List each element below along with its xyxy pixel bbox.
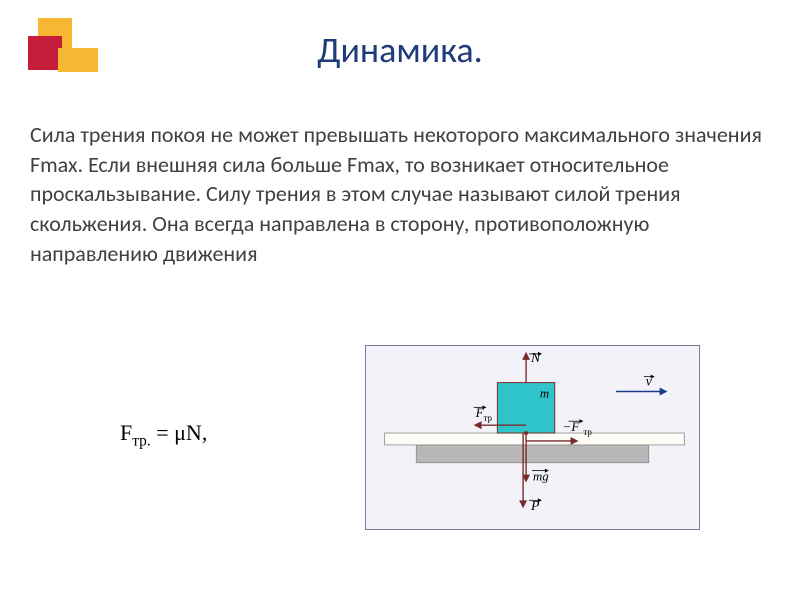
diagram-svg: m N v F тр −F тр	[366, 346, 699, 529]
svg-text:N: N	[530, 350, 541, 365]
friction-formula: Fтр. = μN,	[120, 420, 207, 450]
svg-text:тр: тр	[484, 413, 493, 423]
svg-text:F: F	[475, 406, 484, 420]
svg-text:m: m	[540, 386, 549, 400]
friction-diagram: m N v F тр −F тр	[365, 345, 700, 530]
svg-text:тр: тр	[583, 427, 592, 437]
body-paragraph: Сила трения покоя не может превышать нек…	[30, 120, 770, 268]
slide-container: Динамика. Сила трения покоя не может пре…	[0, 0, 800, 600]
body-text-content: Сила трения покоя не может превышать нек…	[30, 121, 762, 267]
page-title: Динамика.	[0, 28, 800, 72]
svg-text:−F: −F	[563, 420, 580, 434]
